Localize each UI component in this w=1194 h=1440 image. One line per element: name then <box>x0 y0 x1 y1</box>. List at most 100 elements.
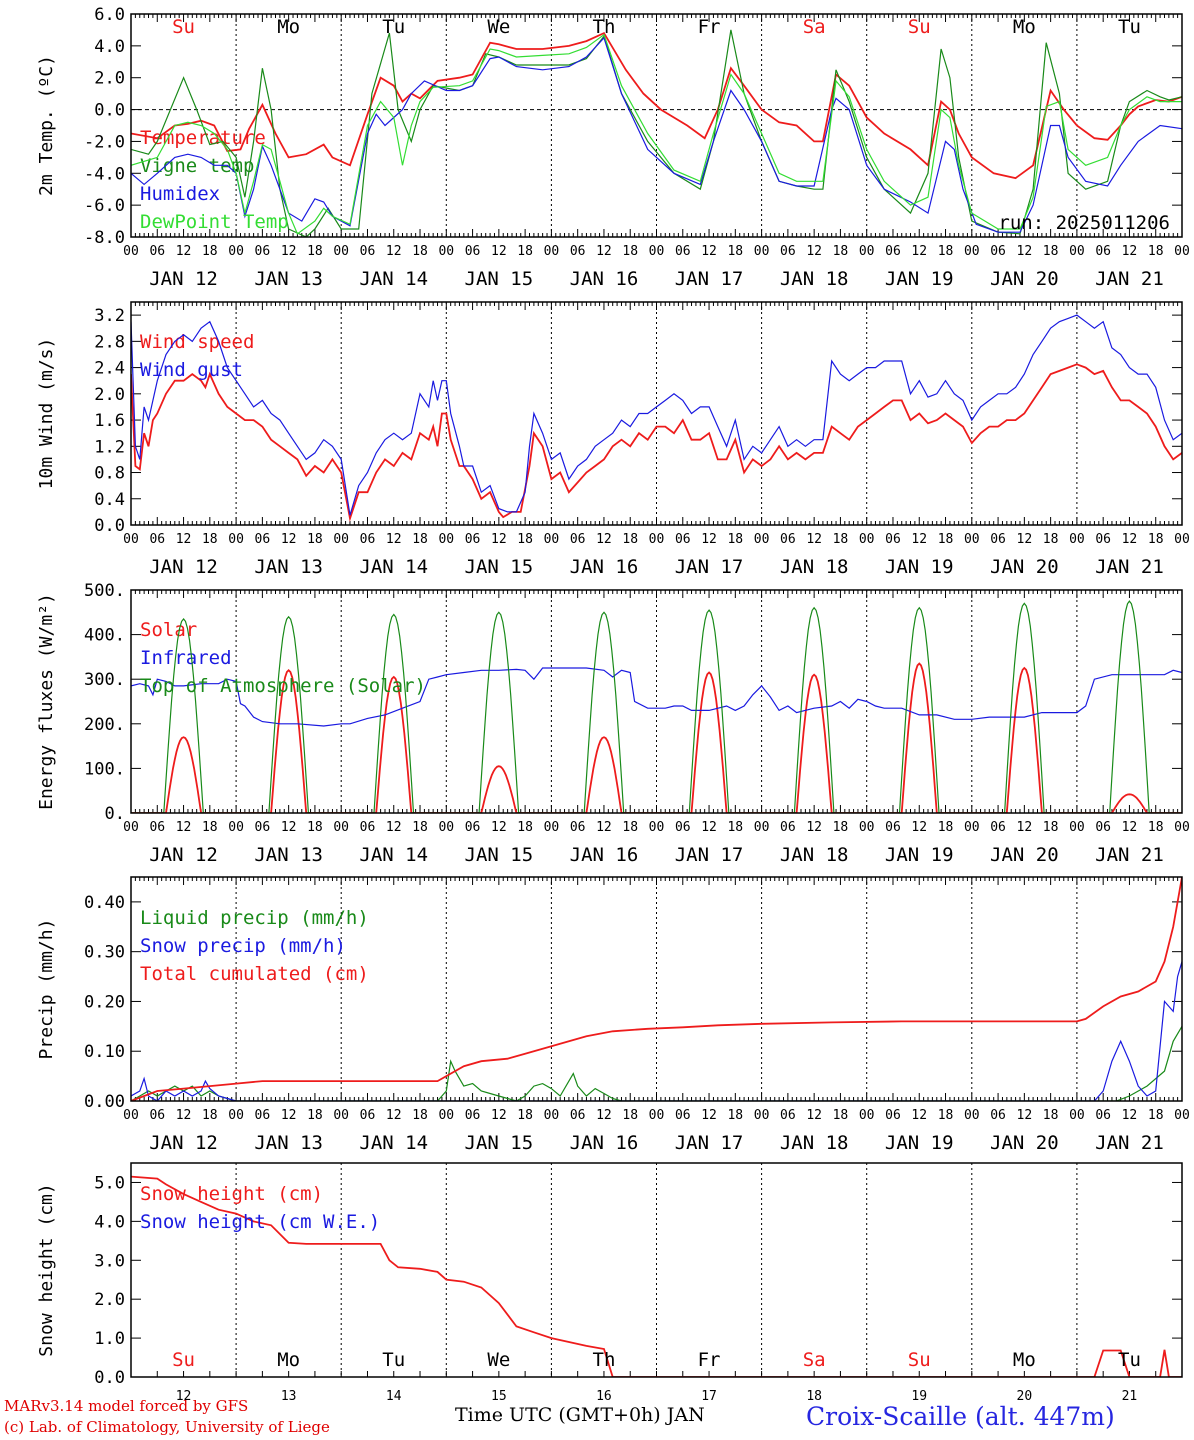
day-number-label: 21 <box>1122 1389 1138 1404</box>
hour-tick-label: 06 <box>885 532 901 547</box>
weekday-label: Su <box>908 16 931 38</box>
hour-tick-label: 18 <box>622 820 638 835</box>
hour-tick-label: 06 <box>255 244 271 259</box>
day-label: JAN 16 <box>570 844 639 866</box>
panel-frame <box>130 301 1183 526</box>
hour-tick-label: 12 <box>1122 1108 1138 1123</box>
weekday-label: We <box>487 16 510 38</box>
y-axis-title: 2m Temp. (ºC) <box>36 55 57 196</box>
day-label: JAN 14 <box>359 1132 428 1154</box>
hour-tick-label: 00 <box>123 532 139 547</box>
weekday-label: Tu <box>382 1349 405 1371</box>
y-axis-title: Energy fluxes (W/m²) <box>36 593 57 810</box>
hour-tick-label: 06 <box>465 244 481 259</box>
y-axis-title: Precip (mm/h) <box>36 919 57 1060</box>
hour-tick-label: 06 <box>780 532 796 547</box>
hour-tick-label: 12 <box>176 820 192 835</box>
y-tick-label: 2.0 <box>94 1290 125 1310</box>
hour-tick-label: 18 <box>307 820 323 835</box>
hour-tick-label: 12 <box>1017 1108 1033 1123</box>
hour-tick-label: 12 <box>1122 532 1138 547</box>
hour-tick-label: 18 <box>833 244 849 259</box>
day-number-label: 12 <box>176 1389 192 1404</box>
hour-tick-label: 06 <box>675 244 691 259</box>
hour-tick-label: 18 <box>938 820 954 835</box>
hour-tick-label: 00 <box>859 244 875 259</box>
legend-entry: Vigne temp <box>140 155 254 177</box>
series-line-top-of-atmosphere-solar- <box>131 600 1182 813</box>
hour-tick-label: 12 <box>1017 820 1033 835</box>
y-tick-label: -8.0 <box>84 228 125 248</box>
hour-tick-label: 06 <box>675 532 691 547</box>
hour-tick-label: 00 <box>649 820 665 835</box>
panel-frame <box>130 876 1183 1102</box>
hour-tick-label: 18 <box>1043 532 1059 547</box>
hour-tick-label: 00 <box>544 1108 560 1123</box>
hour-tick-label: 12 <box>806 1108 822 1123</box>
hour-tick-label: 18 <box>727 532 743 547</box>
y-tick-label: 3.0 <box>94 1251 125 1271</box>
run-annotation: run: 2025011206 <box>998 212 1170 234</box>
weekday-label: Tu <box>1118 1349 1141 1371</box>
hour-tick-label: 18 <box>833 532 849 547</box>
legend-entry: Wind gust <box>140 359 243 381</box>
hour-tick-label: 18 <box>622 244 638 259</box>
y-tick-label: 0.0 <box>94 1368 125 1388</box>
weekday-label: Fr <box>698 16 721 38</box>
hour-tick-label: 00 <box>754 1108 770 1123</box>
day-label: JAN 21 <box>1095 556 1164 578</box>
legend-entry: Solar <box>140 619 197 641</box>
hour-tick-label: 12 <box>596 1108 612 1123</box>
legend-entry: Humidex <box>140 183 220 205</box>
day-label: JAN 17 <box>675 268 744 290</box>
hour-tick-label: 00 <box>859 820 875 835</box>
hour-tick-label: 00 <box>754 244 770 259</box>
hour-tick-label: 00 <box>333 1108 349 1123</box>
hour-tick-label: 00 <box>754 532 770 547</box>
hour-tick-label: 12 <box>386 244 402 259</box>
day-label: JAN 21 <box>1095 844 1164 866</box>
hour-tick-label: 00 <box>123 1108 139 1123</box>
day-number-label: 18 <box>806 1389 822 1404</box>
y-tick-label: 1.2 <box>94 437 125 457</box>
day-number-label: 15 <box>491 1389 507 1404</box>
y-tick-label: 0.00 <box>84 1092 125 1112</box>
hour-tick-label: 06 <box>255 820 271 835</box>
day-label: JAN 15 <box>465 556 534 578</box>
hour-tick-label: 06 <box>990 244 1006 259</box>
day-label: JAN 15 <box>465 844 534 866</box>
hour-tick-label: 12 <box>806 820 822 835</box>
hour-tick-label: 06 <box>255 1108 271 1123</box>
hour-tick-label: 12 <box>281 532 297 547</box>
legend-entry: Liquid precip (mm/h) <box>140 907 369 929</box>
hour-tick-label: 00 <box>228 820 244 835</box>
hour-tick-label: 00 <box>1069 820 1085 835</box>
hour-tick-label: 18 <box>1043 244 1059 259</box>
weekday-label: Th <box>593 16 616 38</box>
hour-tick-label: 18 <box>412 1108 428 1123</box>
day-label: JAN 15 <box>465 1132 534 1154</box>
day-label: JAN 17 <box>675 1132 744 1154</box>
weekday-label: Su <box>172 16 195 38</box>
hour-tick-label: 00 <box>1174 820 1190 835</box>
panel-5: 0.0 1.0 2.0 3.0 4.0 5.0 Snow height (cm) Snow h… <box>36 1162 1183 1404</box>
hour-tick-label: 18 <box>412 244 428 259</box>
panel-frame <box>130 589 1183 814</box>
lab-credit: (c) Lab. of Climatology, University of L… <box>4 1418 330 1436</box>
day-number-label: 13 <box>281 1389 297 1404</box>
series-line-infrared <box>131 667 1182 727</box>
series-line-snow-height-cm- <box>131 1175 1182 1377</box>
y-tick-label: 500. <box>84 581 125 601</box>
legend-entry: Infrared <box>140 647 232 669</box>
hour-tick-label: 00 <box>964 532 980 547</box>
series-line-total-cumulated-cm- <box>131 877 1182 1101</box>
day-label: JAN 16 <box>570 556 639 578</box>
y-tick-label: 0.30 <box>84 943 125 963</box>
hour-tick-label: 18 <box>412 532 428 547</box>
day-label: JAN 14 <box>359 844 428 866</box>
hour-tick-label: 06 <box>885 820 901 835</box>
hour-tick-label: 12 <box>1017 244 1033 259</box>
weekday-label: We <box>487 1349 510 1371</box>
hour-tick-label: 06 <box>780 244 796 259</box>
day-label: JAN 20 <box>990 1132 1059 1154</box>
